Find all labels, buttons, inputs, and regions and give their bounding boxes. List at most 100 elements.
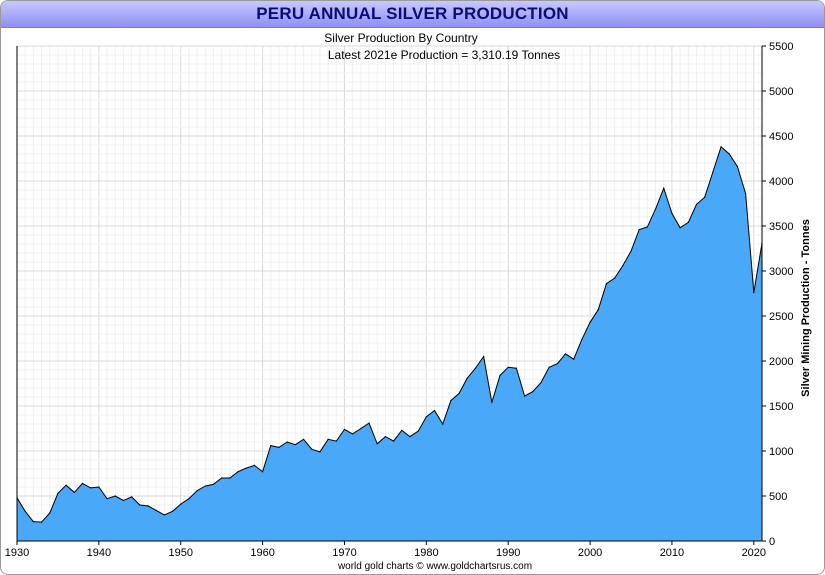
data-point [523,395,526,397]
data-point [581,338,583,340]
data-point [311,448,313,450]
y-tick-label: 3000 [769,266,793,278]
data-point [638,229,640,231]
x-tick-label: 1940 [87,547,111,559]
data-point [122,499,125,502]
data-point [614,277,616,279]
data-point [564,353,567,355]
data-point [106,498,108,500]
data-point [532,391,534,393]
data-point [409,436,411,438]
data-point [392,440,395,442]
data-point [654,208,657,210]
data-point [491,401,493,403]
data-point [376,443,378,445]
data-point [622,265,624,267]
data-point [630,250,632,252]
data-point [458,392,460,394]
data-point [196,490,198,492]
y-tick-label: 5500 [769,41,793,53]
data-point [40,521,43,523]
data-point [368,422,370,424]
data-point [483,355,485,358]
data-point [605,283,608,285]
data-point [32,521,34,523]
data-point [753,292,755,294]
data-point [253,464,256,466]
data-point [679,227,681,229]
data-point [212,483,215,485]
data-point [114,495,116,497]
y-tick-label: 1500 [769,401,793,413]
data-point [401,429,403,431]
data-point [262,471,264,473]
y-tick-label: 2000 [769,356,793,368]
data-point [540,382,542,384]
data-point [49,512,51,514]
data-point [131,496,133,498]
y-tick-label: 1000 [769,446,793,458]
data-point [139,504,141,506]
data-point [343,428,346,430]
data-point [294,444,296,446]
x-tick-label: 1980 [414,547,438,559]
chart-footer: world gold charts © www.goldchartsrus.co… [337,561,532,572]
axis-layer: 0 500 1000 1500 2000 2500 3000 3500 4000 4500 5000… [5,41,794,559]
data-point [73,491,75,493]
data-point [589,321,591,323]
y-tick-label: 3500 [769,221,793,233]
data-point [335,440,337,442]
data-point [245,467,247,469]
data-point [171,510,174,512]
data-point [221,477,223,479]
data-point [695,203,698,205]
chart-title: PERU ANNUAL SILVER PRODUCTION [1,1,824,28]
data-point [81,482,84,484]
x-tick-label: 1960 [250,547,274,559]
data-point [270,445,272,447]
data-point [98,486,100,488]
data-point [180,503,182,505]
x-tick-label: 1970 [332,547,356,559]
data-point [302,438,305,440]
data-point [188,498,190,500]
y-tick-label: 5000 [769,86,793,98]
data-point [327,438,329,440]
area-layer [16,145,763,542]
chart-area: 0 500 1000 1500 2000 2500 3000 3500 4000 4500 5000… [1,28,824,574]
data-point [442,423,444,425]
latest-production-annotation: Latest 2021e Production = 3,310.19 Tonne… [328,48,560,62]
data-point [597,309,599,311]
chart-subtitle: Silver Production By Country [324,31,477,45]
data-point [204,485,206,487]
series-area-fill [17,146,762,542]
data-point [728,153,730,155]
data-point [319,451,321,453]
data-point [24,510,26,512]
x-tick-label: 2000 [578,547,602,559]
data-point [229,477,231,479]
data-point [466,377,468,379]
data-point [736,166,739,168]
y-tick-label: 500 [769,491,787,503]
data-point [433,409,436,412]
data-point [155,509,157,511]
y-tick-label: 4500 [769,131,793,143]
data-point [646,226,648,228]
y-axis-label: Silver Mining Production - Tonnes [800,219,812,397]
data-point [671,212,673,214]
x-tick-label: 1990 [496,547,520,559]
series-line [16,145,763,523]
data-point [90,487,92,489]
data-point [720,146,722,148]
data-point [663,187,665,189]
data-point [712,171,714,173]
data-point [507,366,509,368]
data-point [573,358,575,360]
data-point [57,492,59,494]
data-point [425,416,427,418]
data-point [147,505,149,507]
x-tick-label: 2020 [742,547,766,559]
data-point [474,367,477,369]
